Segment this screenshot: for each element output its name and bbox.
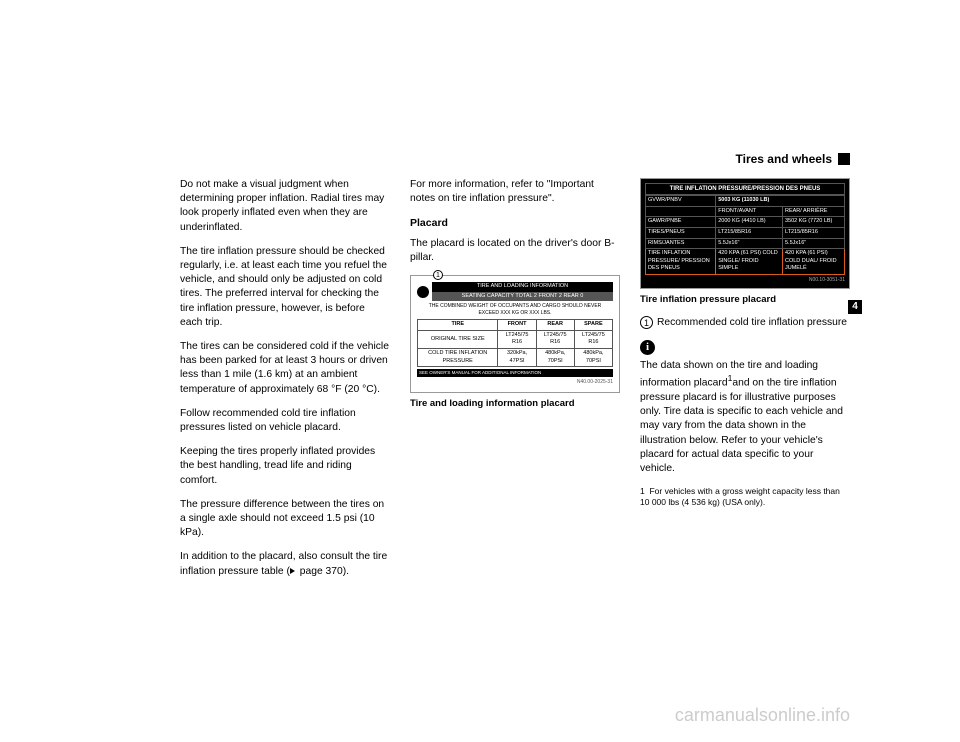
subheading-placard: Placard [410,216,620,230]
placard-table: TIRE FRONT REAR SPARE ORIGINAL TIRE SIZE… [417,319,613,367]
para: In addition to the placard, also consult… [180,550,390,578]
info-box: i The data shown on the tire and loading… [640,340,850,476]
cell [646,206,716,217]
cell: TIRES/PNEUS [646,228,716,239]
cell: 3502 KG (7720 LB) [782,217,844,228]
cell: COLD TIRE INFLATION PRESSURE [418,348,498,366]
cell: LT245/75 R16 [574,330,612,348]
cell: 5.5Jx16" [782,238,844,249]
text: and on the tire inflation pressure placa… [640,378,843,474]
para: The tires can be considered cold if the … [180,340,390,397]
info-icon: i [640,340,655,355]
para: For more information, refer to "Importan… [410,178,620,206]
placard-footer: SEE OWNER'S MANUAL FOR ADDITIONAL INFORM… [417,369,613,377]
cell: REAR [536,320,574,331]
cell: FRONT/AVANT [716,206,783,217]
placard2-table: GVWR/PNBV5003 KG (11030 LB) FRONT/AVANTR… [645,195,845,275]
callout-text-1: Recommended cold tire inflation pressure [657,316,847,330]
info-text: The data shown on the tire and loading i… [640,359,850,476]
column-2: For more information, refer to "Importan… [410,178,620,589]
cell: 420 KPA (61 PSI) COLD SINGLE/ FROID SIMP… [716,249,783,275]
cell: 320kPa, 47PSI [498,348,536,366]
figure-code-2: N00.10-3051-31 [645,277,845,284]
cell: RIMS/JANTES [646,238,716,249]
loading-placard-figure: 1 TIRE AND LOADING INFORMATION SEATING C… [410,275,620,393]
section-title: Tires and wheels [736,152,833,166]
para: The pressure difference between the tire… [180,498,390,541]
page-ref-icon [290,568,295,574]
watermark: carmanualsonline.info [675,705,850,726]
placard-seating: SEATING CAPACITY TOTAL 2 FRONT 2 REAR 0 [432,292,613,302]
cell: LT245/75 R16 [498,330,536,348]
cell: LT215/85R16 [782,228,844,239]
placard2-title: TIRE INFLATION PRESSURE/PRESSION DES PNE… [645,183,845,195]
cell: 5.5Jx16" [716,238,783,249]
para: Do not make a visual judgment when deter… [180,178,390,235]
header-marker [838,153,850,165]
cell: 480kPa, 70PSI [536,348,574,366]
footnote-text: For vehicles with a gross weight capacit… [640,486,840,507]
cell: REAR/ ARRIÈRE [782,206,844,217]
para: The placard is located on the driver's d… [410,237,620,265]
figure-caption-1: Tire and loading information placard [410,397,620,410]
cell: 2000 KG (4410 LB) [716,217,783,228]
cell: 420 KPA (61 PSI) COLD DUAL/ FROID JUMELÉ [782,249,844,275]
cell: SPARE [574,320,612,331]
cell: LT245/75 R16 [536,330,574,348]
cell: FRONT [498,320,536,331]
placard-combined: THE COMBINED WEIGHT OF OCCUPANTS AND CAR… [417,301,613,319]
cell: TIRE [418,320,498,331]
cell: GAWR/PNBE [646,217,716,228]
column-3: TIRE INFLATION PRESSURE/PRESSION DES PNE… [640,178,850,589]
cell: 5003 KG (11030 LB) [716,196,845,207]
figure-callout-1: 1 [433,270,443,280]
text: page 370). [297,566,349,577]
cell: LT215/85R16 [716,228,783,239]
cell: TIRE INFLATION PRESSURE/ PRESSION DES PN… [646,249,716,275]
cell: 480kPa, 70PSI [574,348,612,366]
page-tab: 4 [848,300,862,314]
cell: GVWR/PNBV [646,196,716,207]
para: Follow recommended cold tire inflation p… [180,407,390,435]
para: Keeping the tires properly inflated prov… [180,445,390,488]
para: The tire inflation pressure should be ch… [180,245,390,330]
text: In addition to the placard, also consult… [180,551,387,576]
tire-icon [417,286,429,298]
footnote-num: 1 [640,486,645,496]
figure-caption-2: Tire inflation pressure placard [640,293,850,306]
inflation-placard-figure: TIRE INFLATION PRESSURE/PRESSION DES PNE… [640,178,850,289]
column-1: Do not make a visual judgment when deter… [180,178,390,589]
callout-number-1: 1 [640,316,653,329]
cell: ORIGINAL TIRE SIZE [418,330,498,348]
footnote: 1 For vehicles with a gross weight capac… [640,486,850,508]
figure-code: N40.00-2025-31 [417,379,613,386]
placard-title: TIRE AND LOADING INFORMATION [432,282,613,292]
